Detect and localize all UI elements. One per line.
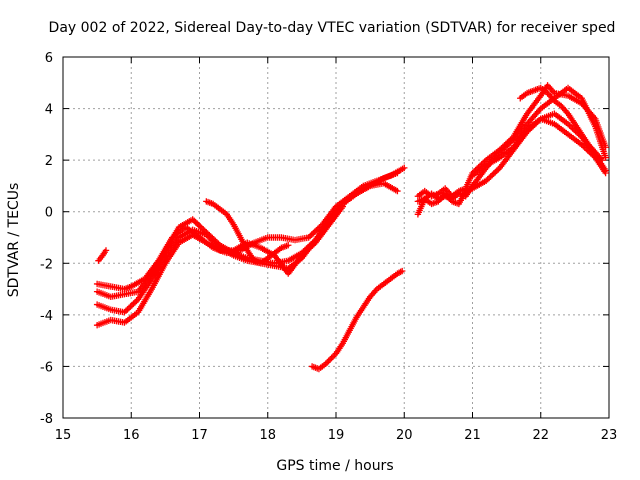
chart-title: Day 002 of 2022, Sidereal Day-to-day VTE… (49, 20, 616, 36)
x-tick-label: 20 (396, 428, 413, 443)
x-tick-label: 23 (601, 428, 618, 443)
y-tick-label: 0 (45, 206, 53, 221)
y-tick-label: 4 (45, 103, 53, 118)
series-track-6 (95, 247, 109, 264)
data-point (327, 356, 333, 362)
y-tick-label: 6 (45, 51, 53, 66)
x-tick-label: 22 (532, 428, 549, 443)
x-tick-label: 19 (328, 428, 345, 443)
x-tick-label: 16 (123, 428, 140, 443)
y-tick-label: 2 (45, 154, 53, 169)
data-point (330, 353, 336, 359)
x-axis-label: GPS time / hours (276, 458, 393, 474)
y-tick-label: -6 (40, 360, 53, 375)
x-tick-label: 18 (259, 428, 276, 443)
series-track-1 (94, 165, 408, 293)
series-track-11 (469, 116, 608, 179)
chart: Day 002 of 2022, Sidereal Day-to-day VTE… (0, 0, 640, 480)
y-tick-label: -8 (40, 412, 53, 427)
x-tick-label: 17 (191, 428, 208, 443)
y-tick-label: -2 (40, 257, 53, 272)
data-marks (94, 82, 609, 372)
x-tick-label: 15 (55, 428, 72, 443)
data-point (325, 358, 331, 364)
y-tick-label: -4 (40, 309, 53, 324)
x-tick-label: 21 (464, 428, 481, 443)
y-axis-label: SDTVAR / TECUs (6, 183, 22, 298)
series-track-7 (309, 268, 405, 372)
series-track-10 (415, 111, 609, 218)
data-point (328, 355, 334, 361)
